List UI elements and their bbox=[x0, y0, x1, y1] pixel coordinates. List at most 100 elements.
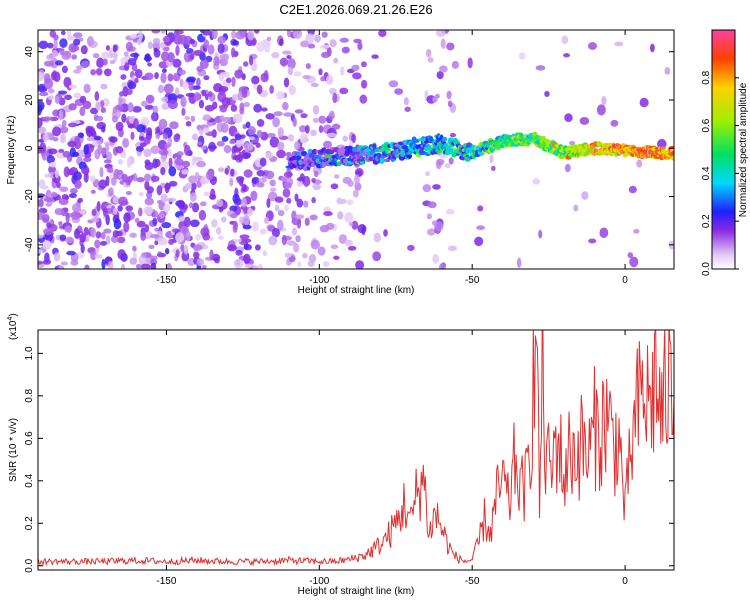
spectrogram-noise-cell bbox=[198, 99, 205, 109]
spectrogram-noise-cell bbox=[347, 180, 354, 187]
spectrogram-noise-cell bbox=[445, 209, 455, 215]
spectrogram-noise-cell bbox=[277, 219, 284, 231]
spectrogram-noise-cell bbox=[58, 109, 64, 121]
spectrogram-noise-cell bbox=[115, 121, 124, 132]
spectrogram-noise-cell bbox=[361, 224, 366, 236]
spectrogram-noise-cell bbox=[112, 196, 120, 204]
spectrogram-noise-cell bbox=[150, 145, 161, 154]
spectrogram-noise-cell bbox=[158, 212, 165, 219]
spectrogram-noise-cell bbox=[65, 50, 70, 59]
spectrogram-noise-cell bbox=[294, 214, 305, 220]
spectrogram-noise-cell bbox=[221, 136, 229, 142]
spectrogram-noise-cell bbox=[196, 65, 204, 73]
spectrogram-noise-cell bbox=[299, 133, 309, 144]
spectrogram-noise-cell bbox=[66, 168, 75, 176]
spectrogram-noise-cell bbox=[325, 74, 334, 86]
spectrogram-noise-cell bbox=[146, 127, 153, 136]
spectrogram-noise-cell bbox=[44, 173, 51, 178]
spectrogram-noise-cell bbox=[664, 67, 671, 75]
spectrogram-noise-cell bbox=[107, 260, 114, 269]
spectrogram-noise-cell bbox=[383, 229, 388, 237]
spectrogram-noise-cell bbox=[147, 41, 153, 50]
spectrogram-noise-cell bbox=[229, 177, 234, 187]
spectrogram-noise-cell bbox=[213, 56, 220, 67]
spectrogram-noise-cell bbox=[304, 125, 310, 134]
spectrogram-noise-cell bbox=[129, 232, 137, 238]
spectrogram-noise-cell bbox=[252, 221, 259, 232]
spectrogram-noise-cell bbox=[233, 198, 243, 206]
spectrogram-noise-cell bbox=[83, 144, 89, 155]
spectrogram-noise-cell bbox=[191, 133, 199, 141]
spectrogram-noise-cell bbox=[83, 157, 92, 163]
spectrogram-noise-cell bbox=[54, 96, 60, 104]
spectrogram-noise-cell bbox=[221, 216, 227, 223]
spectrogram-y-tick-label: -40 bbox=[24, 237, 35, 252]
spectrogram-noise-cell bbox=[46, 222, 52, 229]
spectrogram-noise-cell bbox=[38, 40, 49, 50]
spectrogram-noise-cell bbox=[110, 176, 117, 186]
spectrogram-noise-cell bbox=[167, 148, 172, 157]
spectrogram-noise-cell bbox=[208, 141, 216, 152]
spectrogram-noise-cell bbox=[278, 38, 284, 47]
spectrogram-noise-cell bbox=[164, 248, 170, 255]
spectrogram-noise-cell bbox=[127, 57, 137, 66]
spectrogram-noise-cell bbox=[77, 197, 84, 203]
spectrogram-noise-cell bbox=[62, 150, 71, 158]
spectrogram-noise-cell bbox=[200, 177, 206, 185]
spectrogram-noise-cell bbox=[193, 50, 203, 57]
spectrogram-noise-cell bbox=[650, 43, 655, 53]
spectrogram-noise-cell bbox=[81, 167, 90, 175]
spectrogram-ridge-cell bbox=[359, 161, 365, 165]
spectrogram-noise-cell bbox=[202, 114, 211, 122]
spectrogram-noise-cell bbox=[68, 84, 77, 89]
spectrogram-noise-cell bbox=[282, 188, 291, 198]
spectrogram-noise-cell bbox=[279, 57, 289, 67]
spectrogram-noise-cell bbox=[94, 91, 100, 102]
spectrogram-noise-cell bbox=[436, 71, 444, 80]
spectrogram-y-tick-label: 0 bbox=[24, 145, 35, 151]
spectrogram-noise-cell bbox=[302, 175, 311, 187]
spectrogram-noise-cell bbox=[136, 220, 146, 228]
spectrogram-noise-cell bbox=[321, 31, 328, 38]
spectrogram-noise-cell bbox=[310, 129, 317, 137]
spectrogram-noise-cell bbox=[204, 104, 215, 112]
spectrogram-noise-cell bbox=[284, 182, 292, 189]
spectrogram-ridge-cell bbox=[310, 163, 316, 167]
spectrogram-noise-cell bbox=[175, 232, 185, 243]
spectrogram-noise-cell bbox=[184, 115, 190, 121]
spectrogram-noise-cell bbox=[269, 187, 277, 192]
spectrogram-noise-cell bbox=[294, 193, 299, 202]
spectrogram-noise-cell bbox=[277, 127, 284, 138]
spectrogram-noise-cell bbox=[67, 122, 77, 128]
spectrogram-noise-cell bbox=[125, 88, 133, 96]
spectrogram-noise-cell bbox=[432, 96, 438, 103]
spectrogram-noise-cell bbox=[266, 36, 272, 42]
spectrogram-noise-cell bbox=[516, 257, 522, 269]
spectrogram-noise-cell bbox=[107, 187, 114, 196]
spectrogram-noise-cell bbox=[329, 110, 335, 116]
spectrogram-ridge-cell bbox=[286, 168, 292, 172]
spectrogram-noise-cell bbox=[90, 69, 97, 76]
spectrogram-noise-cell bbox=[260, 72, 269, 83]
spectrogram-ridge-cell bbox=[338, 150, 344, 157]
spectrogram-noise-cell bbox=[149, 234, 160, 239]
spectrogram-ridge-cell bbox=[406, 154, 413, 158]
spectrogram-noise-cell bbox=[242, 224, 252, 230]
spectrogram-noise-cell bbox=[252, 265, 260, 269]
spectrogram-noise-cell bbox=[636, 159, 643, 168]
spectrogram-noise-cell bbox=[563, 53, 570, 58]
spectrogram-noise-cell bbox=[74, 135, 80, 144]
spectrogram-noise-cell bbox=[251, 38, 257, 46]
spectrogram-noise-cell bbox=[196, 160, 206, 168]
spectrogram-x-tick-label: -150 bbox=[156, 275, 176, 286]
spectrogram-noise-cell bbox=[123, 61, 130, 71]
spectrogram-noise-cell bbox=[347, 245, 357, 251]
spectrogram-noise-cell bbox=[338, 233, 347, 245]
spectrogram-noise-cell bbox=[156, 185, 163, 196]
spectrogram-noise-cell bbox=[296, 177, 305, 182]
spectrogram-heat bbox=[38, 30, 674, 269]
spectrogram-noise-cell bbox=[588, 238, 597, 244]
spectrogram-noise-cell bbox=[101, 258, 106, 269]
spectrogram-noise-cell bbox=[243, 101, 250, 108]
spectrogram-noise-cell bbox=[274, 196, 284, 203]
